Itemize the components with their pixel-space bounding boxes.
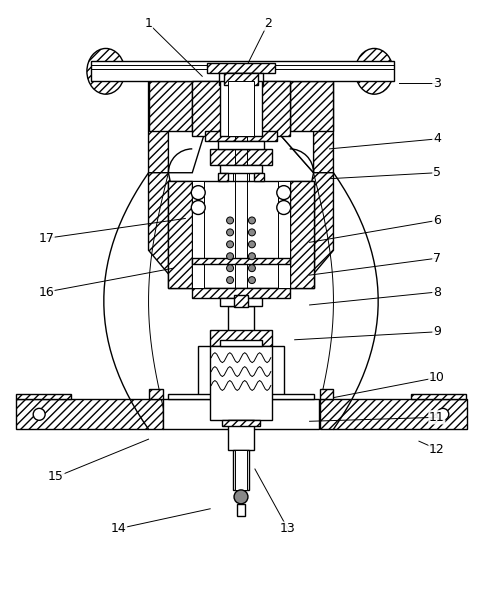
Polygon shape (319, 389, 333, 399)
Bar (91, 61, 393, 81)
Polygon shape (148, 173, 192, 288)
Polygon shape (168, 81, 205, 173)
Bar (219, 73, 263, 85)
Circle shape (226, 229, 233, 236)
Text: 12: 12 (428, 442, 444, 456)
Bar (210, 346, 271, 420)
Bar (168, 395, 313, 399)
Bar (192, 288, 289, 298)
Text: 16: 16 (38, 285, 54, 298)
Bar (192, 81, 289, 136)
Bar (232, 63, 249, 481)
Circle shape (276, 186, 290, 199)
Text: 8: 8 (432, 285, 440, 298)
Ellipse shape (355, 48, 392, 94)
Circle shape (226, 217, 233, 224)
Text: 17: 17 (38, 232, 54, 245)
Bar (220, 340, 261, 346)
Circle shape (191, 201, 205, 214)
Text: 7: 7 (432, 252, 440, 264)
Polygon shape (276, 81, 313, 173)
Bar (224, 73, 257, 85)
Bar (217, 173, 228, 181)
Bar (289, 181, 313, 288)
Circle shape (226, 276, 233, 284)
Text: 10: 10 (428, 371, 444, 384)
Circle shape (276, 201, 290, 214)
Text: 4: 4 (432, 133, 440, 146)
Bar (16, 399, 163, 429)
Circle shape (226, 253, 233, 260)
Bar (210, 330, 271, 346)
Polygon shape (148, 389, 163, 399)
Bar (205, 131, 276, 141)
Circle shape (436, 408, 448, 420)
Bar (228, 81, 253, 136)
Bar (319, 399, 466, 429)
Polygon shape (289, 81, 333, 131)
Circle shape (248, 229, 255, 236)
Bar (163, 399, 318, 429)
Text: 1: 1 (144, 17, 152, 30)
Polygon shape (148, 81, 205, 173)
Bar (168, 181, 313, 288)
Polygon shape (276, 81, 333, 173)
Bar (222, 420, 259, 426)
Text: 9: 9 (432, 325, 440, 338)
Bar (220, 298, 261, 306)
Circle shape (248, 253, 255, 260)
Bar (207, 63, 274, 73)
Text: 15: 15 (48, 470, 64, 484)
Text: 14: 14 (110, 522, 126, 535)
Bar (253, 173, 264, 181)
Bar (228, 420, 253, 450)
Bar (217, 141, 264, 149)
Ellipse shape (87, 48, 124, 94)
Bar (168, 181, 192, 288)
Bar (220, 165, 261, 173)
Bar (410, 395, 465, 399)
Circle shape (191, 186, 205, 199)
Circle shape (33, 408, 45, 420)
Bar (192, 259, 289, 264)
Text: 13: 13 (279, 522, 295, 535)
Bar (228, 306, 253, 336)
Circle shape (248, 217, 255, 224)
Bar (232, 450, 249, 490)
Circle shape (226, 241, 233, 248)
Bar (237, 504, 244, 516)
Polygon shape (148, 81, 192, 131)
Text: 11: 11 (428, 411, 444, 424)
Bar (220, 81, 261, 136)
Circle shape (248, 241, 255, 248)
Bar (16, 395, 71, 399)
Text: 5: 5 (432, 166, 440, 179)
Text: 6: 6 (432, 214, 440, 227)
Bar (235, 450, 246, 490)
Bar (198, 346, 283, 420)
Circle shape (226, 264, 233, 272)
Circle shape (248, 276, 255, 284)
Circle shape (234, 490, 248, 504)
Polygon shape (289, 173, 333, 288)
Text: 3: 3 (432, 77, 440, 90)
Bar (192, 181, 204, 288)
Circle shape (248, 264, 255, 272)
Bar (277, 181, 289, 288)
Text: 2: 2 (264, 17, 271, 30)
Bar (234, 295, 248, 307)
Bar (210, 149, 271, 165)
